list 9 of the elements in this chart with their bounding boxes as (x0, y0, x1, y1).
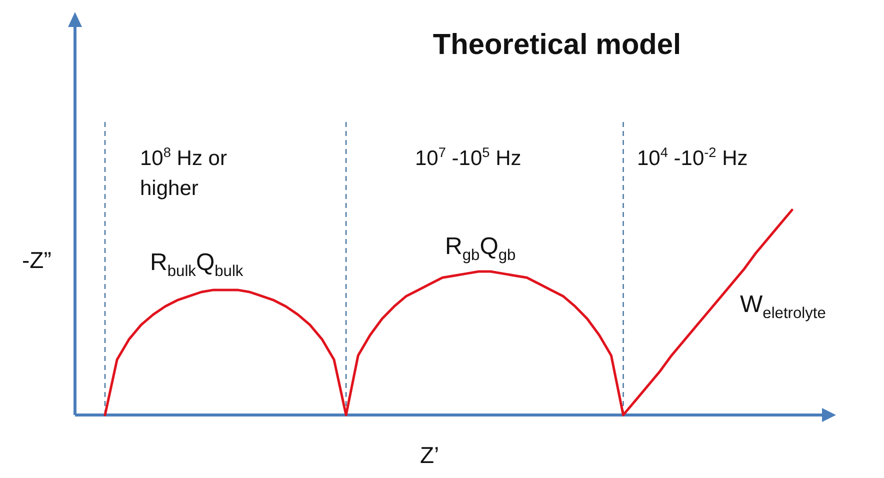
y-axis-title: -Z” (22, 246, 52, 275)
text: 10$^{4}$ -10$^{-2}$ Hz (637, 144, 748, 172)
text: 10$^{8}$ Hz or higher (140, 144, 228, 202)
annotation: R$_{gb}$Q$_{gb}$ (445, 232, 516, 266)
text: 10$^{7}$ -10$^{5}$ Hz (415, 144, 522, 172)
chart-title: Theoretical model (432, 29, 682, 61)
annotation: R$_{bulk}$Q$_{bulk}$ (150, 248, 244, 282)
x-axis-title: Z’ (420, 441, 440, 470)
annotation: W$_{eletrolyte}$ (740, 290, 826, 324)
